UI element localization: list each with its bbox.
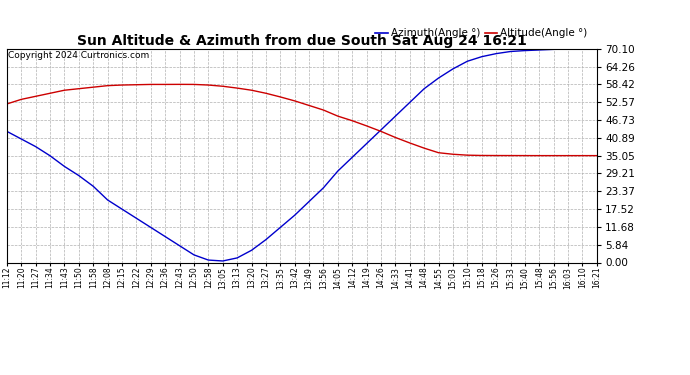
Legend: Azimuth(Angle °), Altitude(Angle °): Azimuth(Angle °), Altitude(Angle °): [371, 24, 591, 42]
Text: Copyright 2024 Curtronics.com: Copyright 2024 Curtronics.com: [8, 51, 150, 60]
Title: Sun Altitude & Azimuth from due South Sat Aug 24 16:21: Sun Altitude & Azimuth from due South Sa…: [77, 34, 526, 48]
